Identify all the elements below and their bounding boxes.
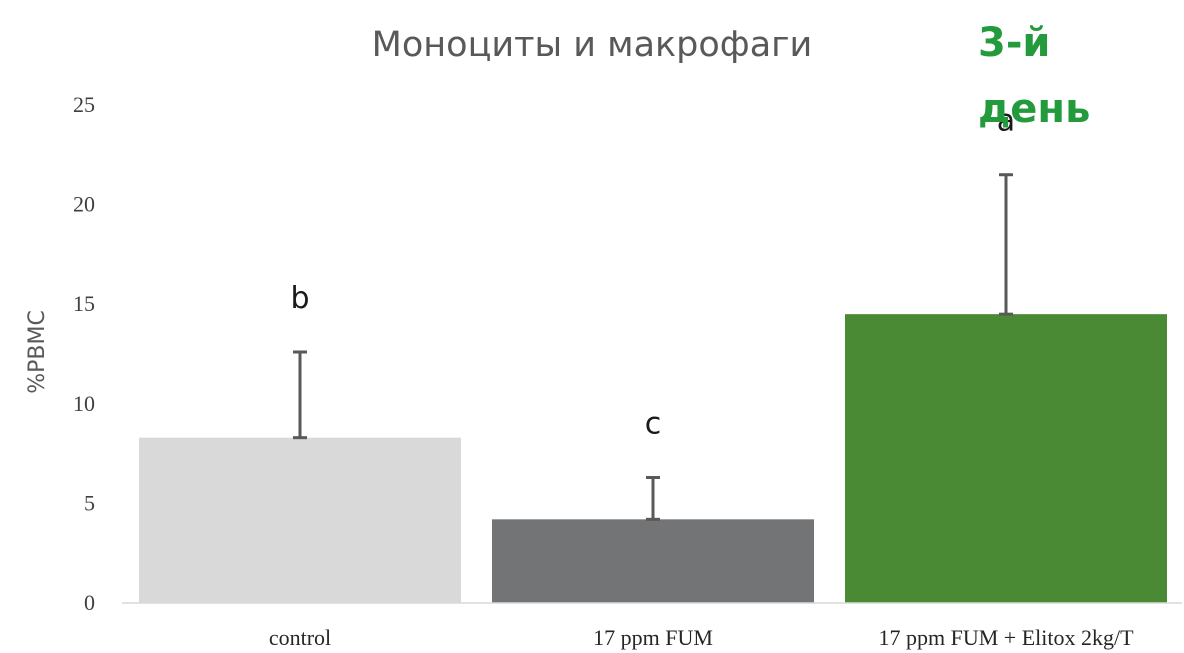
y-tick-label: 5 [84,490,95,515]
significance-label: a [997,104,1015,139]
day-badge-line-1: 3-й [978,20,1050,66]
y-tick-label: 20 [73,192,95,217]
bar [139,437,461,603]
error-bars [293,173,1013,521]
chart-title: Моноциты и макрофаги [372,25,813,65]
day-badge-line-2: день [978,86,1090,132]
category-label: 17 ppm FUM + Elitox 2kg/T [878,625,1134,650]
category-label: 17 ppm FUM [593,625,713,650]
significance-label: b [290,281,309,316]
y-tick-label: 10 [73,391,95,416]
category-label: control [269,625,331,650]
bar [845,314,1167,603]
category-labels: control 17 ppm FUM 17 ppm FUM + Elitox 2kg… [269,625,1134,650]
y-tick-label: 0 [84,590,95,615]
significance-labels: b c a [290,104,1015,442]
bars [139,314,1167,603]
bar [492,519,814,603]
y-tick-label: 25 [73,92,95,117]
y-axis-label: %PBMC [25,310,50,394]
significance-label: c [645,407,662,442]
y-tick-label: 15 [73,291,95,316]
y-axis-ticks: 0 5 10 15 20 25 [73,92,95,615]
